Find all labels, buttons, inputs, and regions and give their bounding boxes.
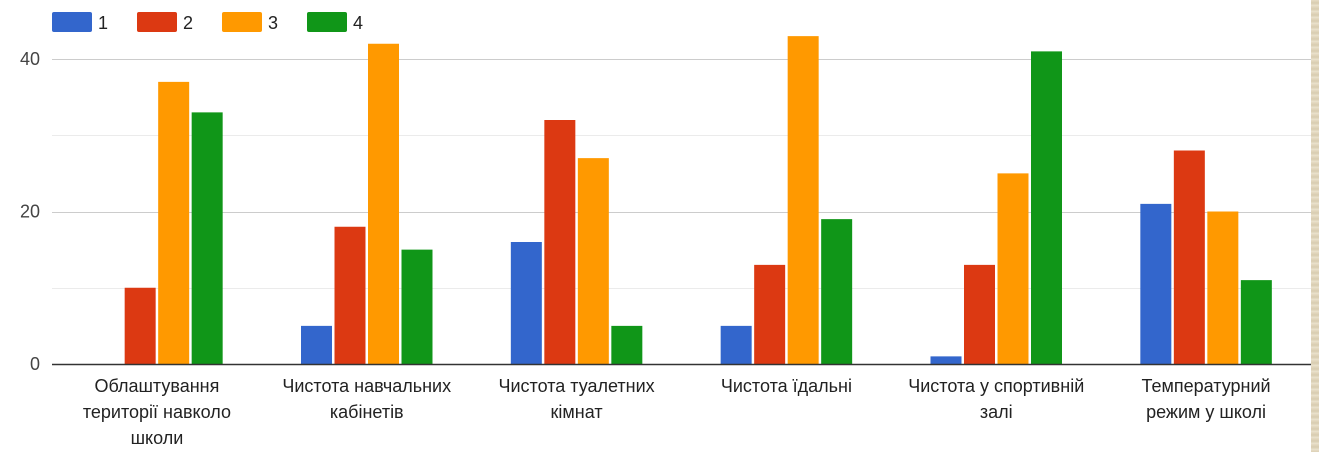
y-tick-label: 0 (30, 354, 40, 374)
x-category-label-line: залі (980, 402, 1013, 422)
bar-series-3 (997, 173, 1029, 364)
legend-label-2: 2 (183, 13, 193, 33)
bar-series-1 (720, 325, 752, 364)
bar-series-4 (401, 249, 433, 364)
bar-series-3 (1207, 211, 1239, 364)
x-category-label-line: школи (131, 428, 184, 448)
x-category-label-line: території навколо (83, 402, 231, 422)
bar-series-4 (821, 219, 853, 364)
x-category-label-line: Облаштування (94, 376, 219, 396)
x-category-label: Чистота туалетних кімнат (498, 376, 654, 422)
x-category-label-line: кімнат (551, 402, 603, 422)
legend: 1 2 3 4 (52, 12, 363, 33)
bar-series-3 (158, 81, 190, 364)
bar-series-1 (930, 356, 962, 364)
bar-series-3 (368, 43, 399, 364)
legend-swatch-2 (137, 12, 177, 32)
bar-series-4 (191, 112, 223, 364)
x-axis-categories: Облаштування території навколо школи Чистот… (83, 376, 1271, 448)
bar-series-2 (124, 287, 156, 364)
bar-series-1 (301, 325, 332, 364)
bar-series-3 (577, 158, 609, 364)
legend-label-1: 1 (98, 13, 108, 33)
bars (124, 36, 1272, 364)
x-category-label-line: кабінетів (330, 402, 404, 422)
bar-series-2 (754, 264, 786, 364)
legend-swatch-1 (52, 12, 92, 32)
page-edge-texture (1311, 0, 1319, 452)
bar-series-2 (964, 264, 995, 364)
x-category-label-line: Чистота навчальних (282, 376, 451, 396)
legend-label-3: 3 (268, 13, 278, 33)
x-category-label: Облаштування території навколо школи (83, 376, 231, 448)
bar-series-4 (1240, 280, 1272, 364)
x-category-label-line: режим у школі (1146, 402, 1266, 422)
y-tick-label: 40 (20, 49, 40, 69)
legend-swatch-4 (307, 12, 347, 32)
x-category-label-line: Чистота їдальні (721, 376, 852, 396)
bar-series-1 (510, 242, 542, 364)
x-category-label: Чистота їдальні (721, 376, 852, 396)
x-category-label-line: Температурний (1142, 376, 1271, 396)
bar-series-2 (1173, 150, 1205, 364)
x-category-label-line: Чистота у спортивній (908, 376, 1084, 396)
bar-series-1 (1140, 203, 1172, 364)
x-category-label-line: Чистота туалетних (498, 376, 654, 396)
legend-swatch-3 (222, 12, 262, 32)
legend-label-4: 4 (353, 13, 363, 33)
bar-series-2 (334, 226, 366, 364)
y-axis-ticks: 0 20 40 (20, 49, 1311, 374)
bar-series-3 (787, 36, 819, 364)
x-category-label: Чистота навчальних кабінетів (282, 376, 451, 422)
bar-series-4 (611, 325, 643, 364)
bar-series-4 (1031, 51, 1062, 364)
gridlines (52, 59, 1311, 289)
x-category-label: Чистота у спортивній залі (908, 376, 1084, 422)
bar-series-2 (544, 120, 576, 364)
y-tick-label: 20 (20, 202, 40, 222)
x-category-label: Температурний режим у школі (1142, 376, 1271, 422)
